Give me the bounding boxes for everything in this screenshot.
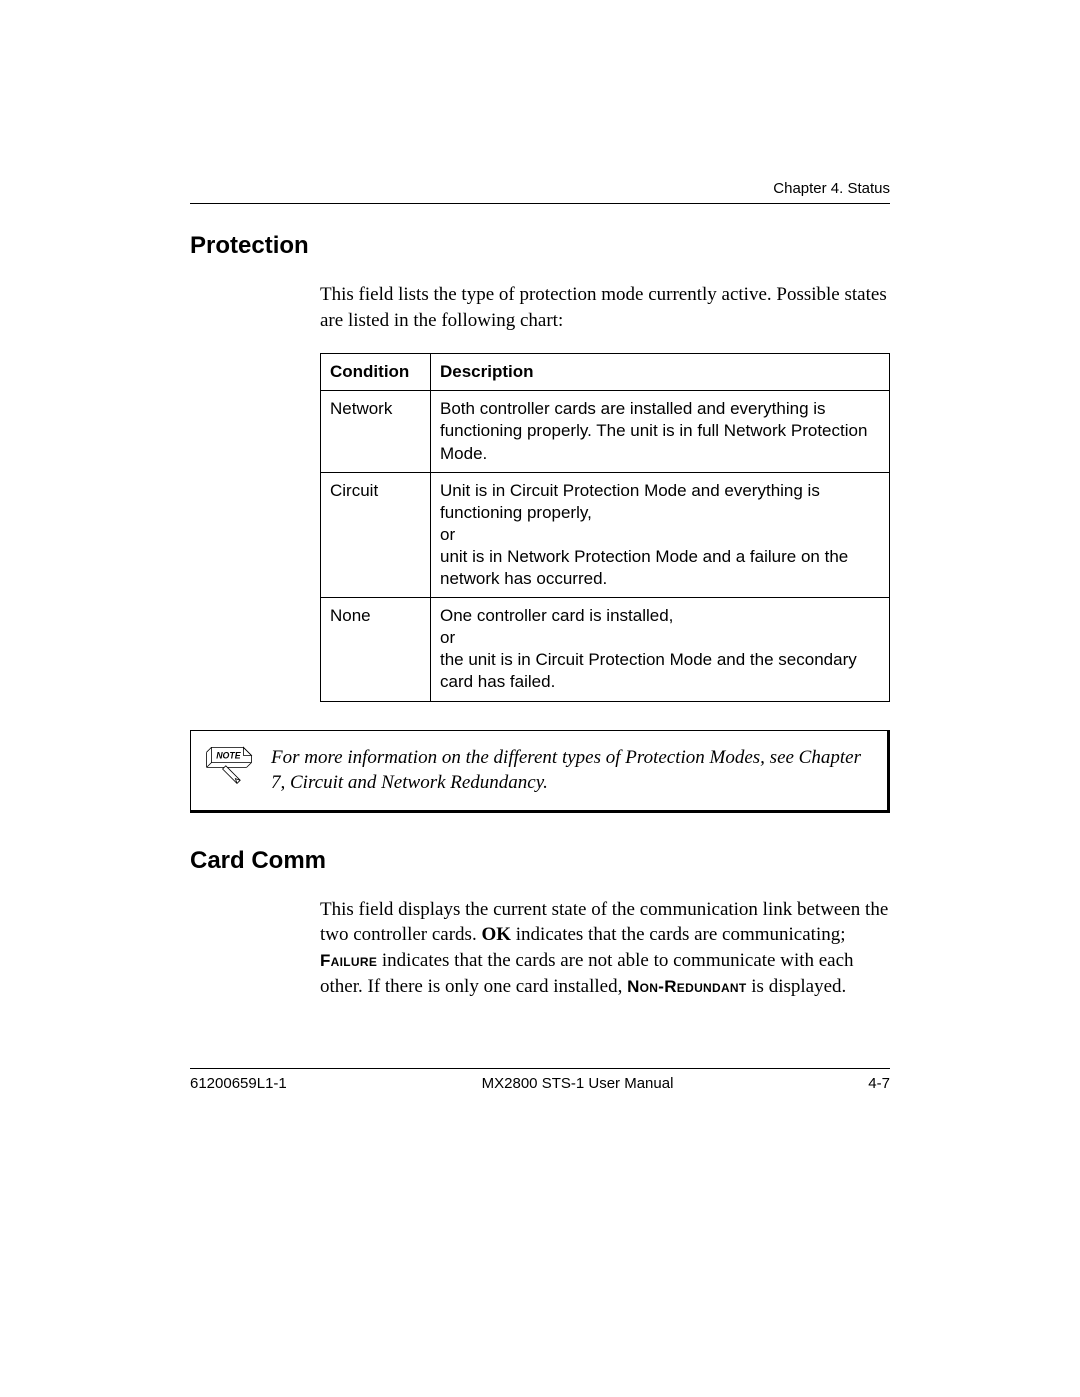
note-icon-label: NOTE (216, 750, 242, 760)
footer-center: MX2800 STS-1 User Manual (482, 1075, 674, 1092)
header-rule (190, 203, 890, 204)
footer-left: 61200659L1-1 (190, 1075, 287, 1092)
table-row: NetworkBoth controller cards are install… (321, 391, 890, 472)
card-comm-failure: Failure (320, 951, 377, 970)
table-row: CircuitUnit is in Circuit Protection Mod… (321, 472, 890, 597)
section-title-card-comm: Card Comm (190, 847, 890, 875)
note-icon: NOTE (205, 745, 253, 785)
table-header-description: Description (431, 354, 890, 391)
card-comm-nonredundant: Non-Redundant (627, 977, 746, 996)
table-header-condition: Condition (321, 354, 431, 391)
section-title-protection: Protection (190, 232, 890, 260)
card-comm-mid1: indicates that the cards are communicati… (511, 924, 846, 945)
footer-rule (190, 1068, 890, 1069)
table-cell-description: One controller card is installed,orthe u… (431, 598, 890, 701)
protection-intro: This field lists the type of protection … (320, 282, 890, 333)
card-comm-text: This field displays the current state of… (320, 897, 890, 1000)
table-cell-condition: Circuit (321, 472, 431, 597)
table-cell-condition: Network (321, 391, 431, 472)
table-cell-description: Unit is in Circuit Protection Mode and e… (431, 472, 890, 597)
card-comm-ok: OK (481, 924, 511, 945)
page-footer: 61200659L1-1 MX2800 STS-1 User Manual 4-… (190, 1068, 890, 1092)
table-cell-condition: None (321, 598, 431, 701)
protection-table: Condition Description NetworkBoth contro… (320, 353, 890, 701)
card-comm-post: is displayed. (747, 976, 847, 997)
table-row: NoneOne controller card is installed,ort… (321, 598, 890, 701)
footer-right: 4-7 (868, 1075, 890, 1092)
table-cell-description: Both controller cards are installed and … (431, 391, 890, 472)
note-text: For more information on the different ty… (271, 745, 871, 796)
table-header-row: Condition Description (321, 354, 890, 391)
note-box: NOTE For more information on the differe… (190, 730, 890, 813)
chapter-header: Chapter 4. Status (190, 180, 890, 197)
